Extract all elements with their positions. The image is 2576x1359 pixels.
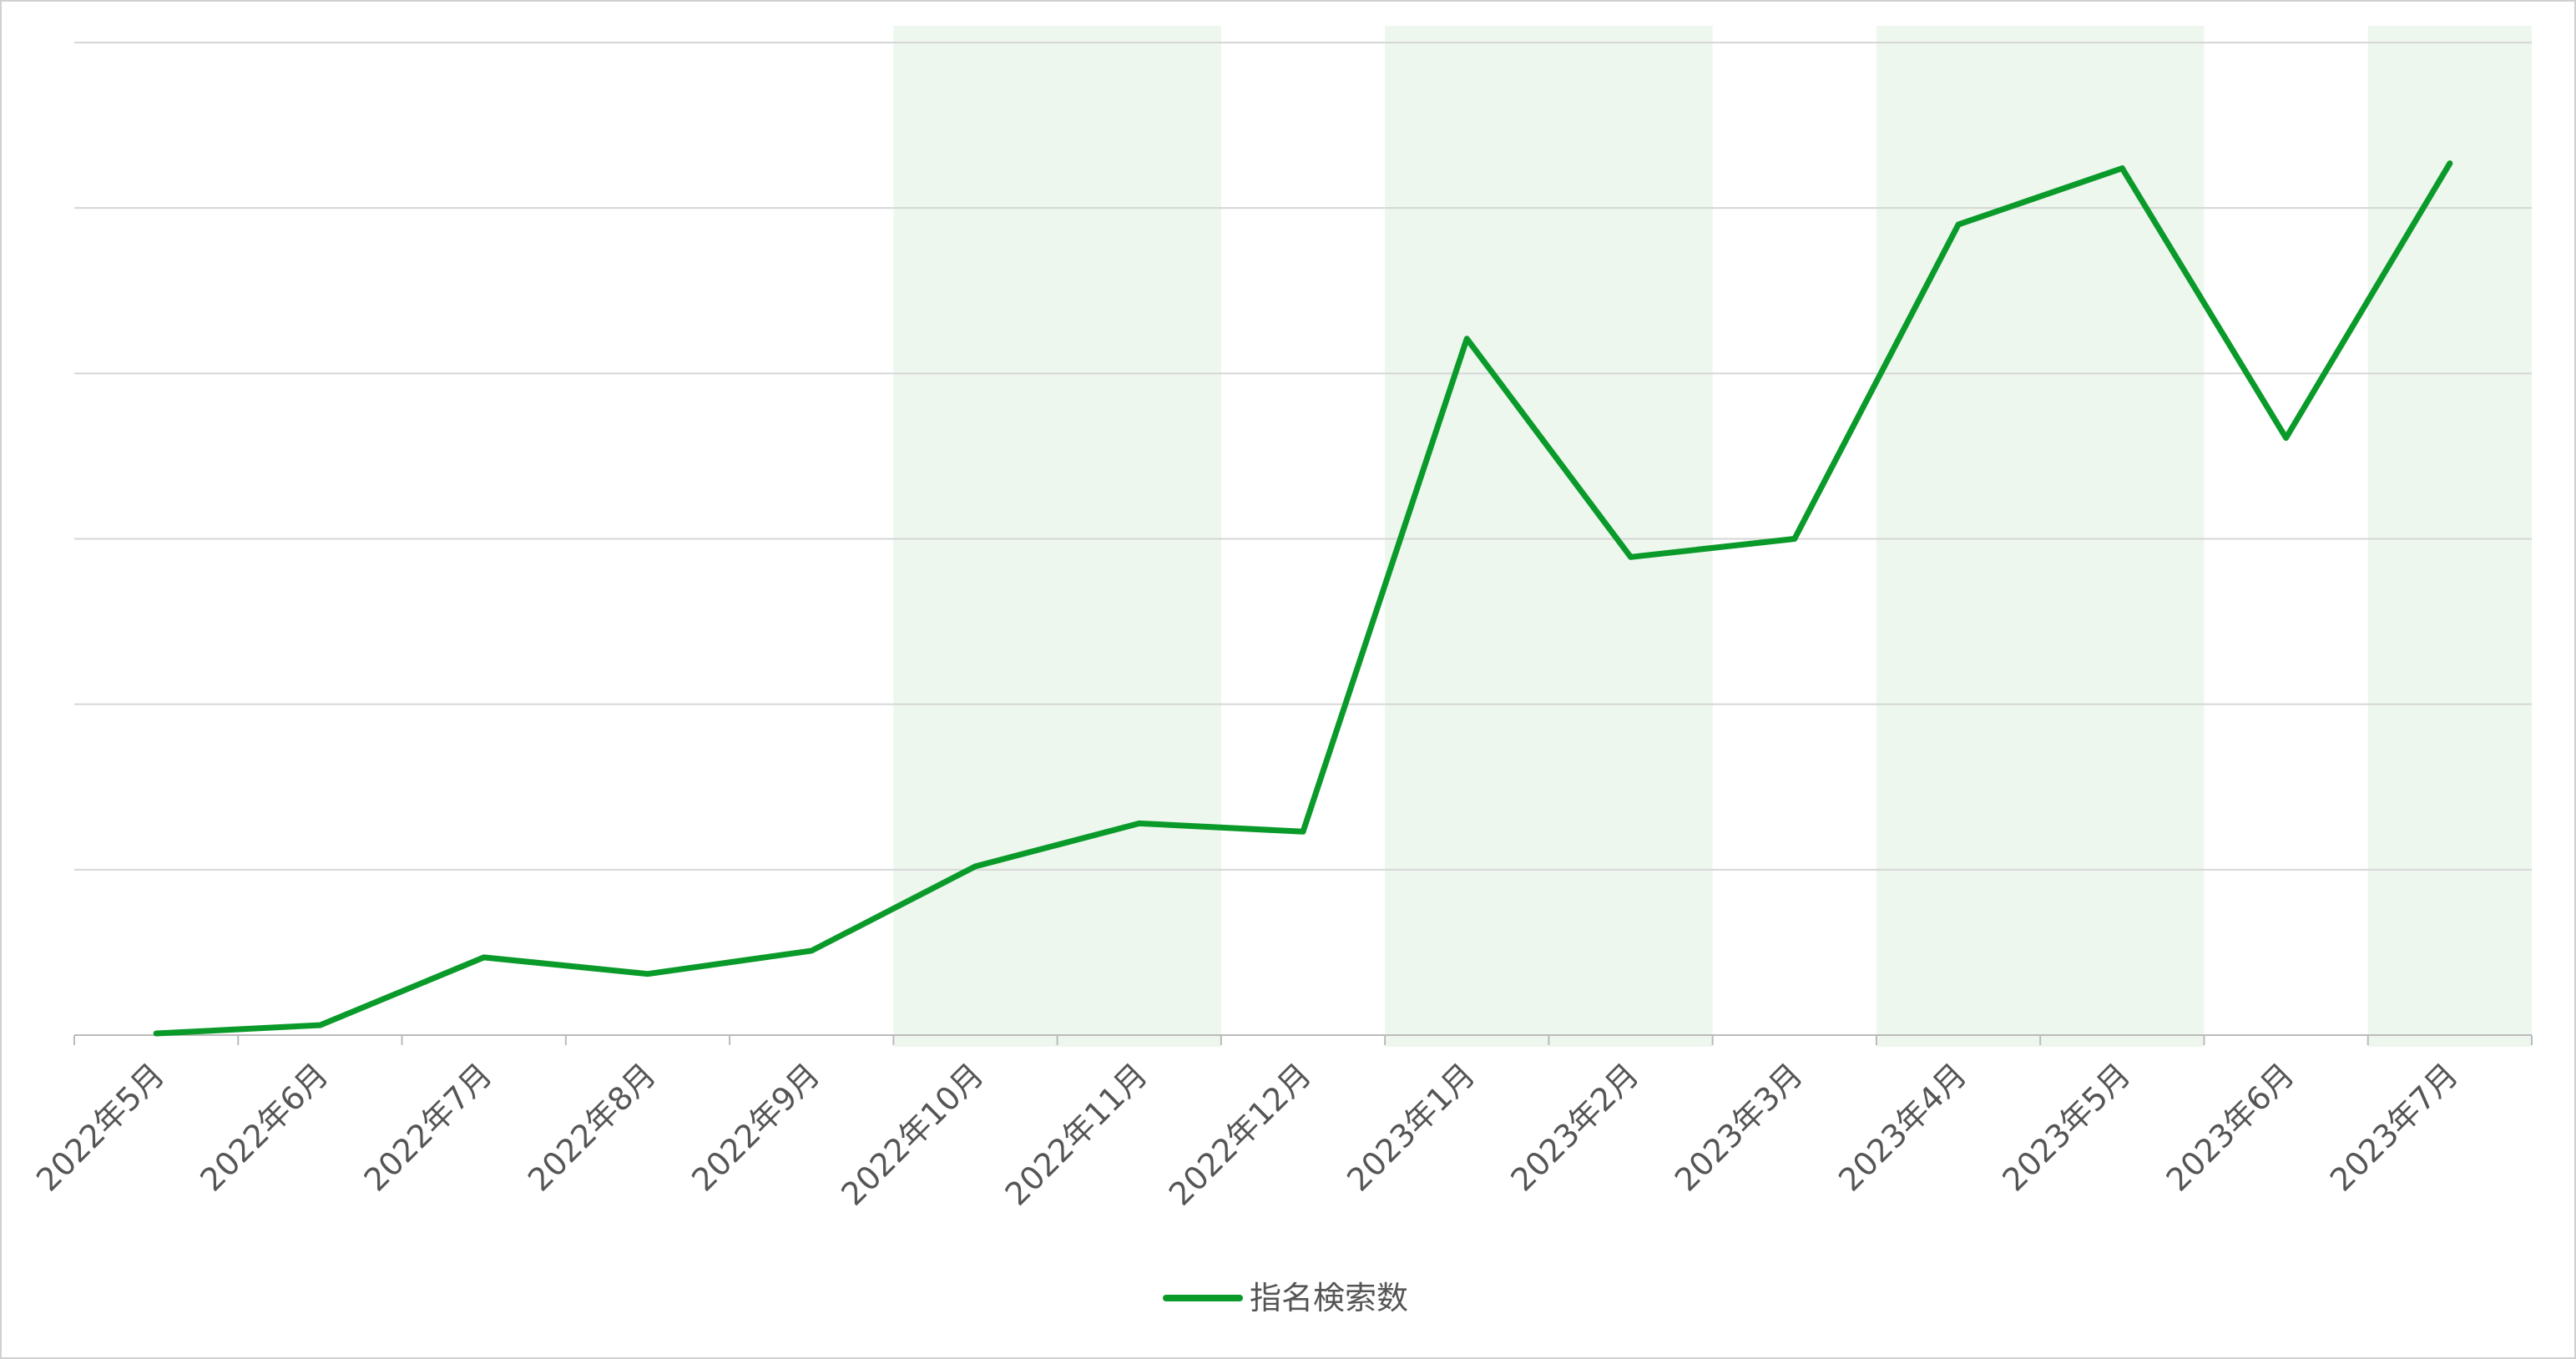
highlight-band <box>2367 26 2532 1047</box>
highlight-band <box>1057 26 1221 1047</box>
highlight-bands <box>893 26 2532 1047</box>
highlight-band <box>2040 26 2205 1047</box>
legend-label: 指名検索数 <box>1250 1280 1408 1316</box>
highlight-band <box>1876 26 2041 1047</box>
highlight-band <box>1385 26 1549 1047</box>
series-line <box>153 160 2453 1037</box>
marks <box>153 160 2453 1037</box>
highlight-band <box>893 26 1058 1047</box>
highlight-band <box>1548 26 1713 1047</box>
